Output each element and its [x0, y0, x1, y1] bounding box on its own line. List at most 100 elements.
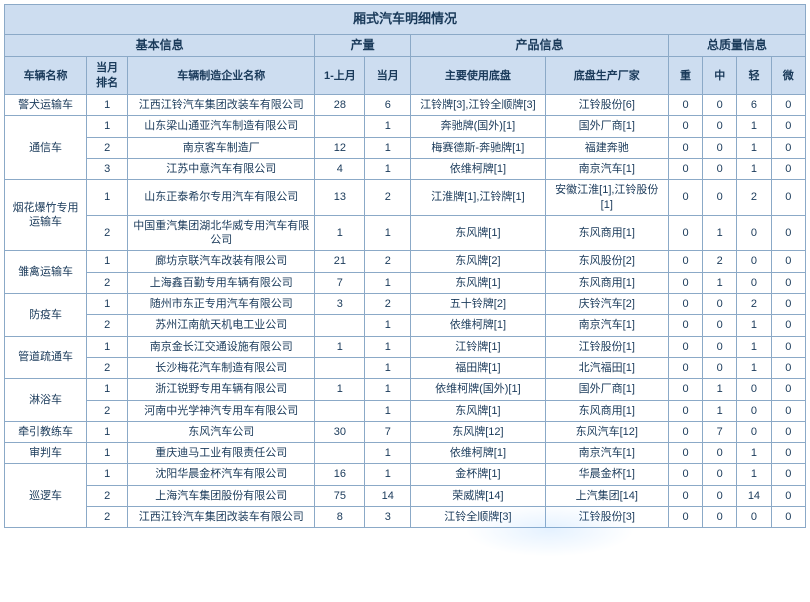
cell-chassis-mfr: 东风商用[1] — [545, 400, 668, 421]
hdr-mini: 微 — [771, 57, 805, 95]
cell-medium: 0 — [703, 507, 737, 528]
cell-chassis-mfr: 南京汽车[1] — [545, 443, 668, 464]
table-row: 2长沙梅花汽车制造有限公司1福田牌[1]北汽福田[1]0010 — [5, 357, 806, 378]
cell-mini: 0 — [771, 357, 805, 378]
cell-chassis: 荣威牌[14] — [411, 485, 546, 506]
cell-medium: 0 — [703, 357, 737, 378]
cell-heavy: 0 — [668, 137, 702, 158]
cell-heavy: 0 — [668, 294, 702, 315]
cell-heavy: 0 — [668, 251, 702, 272]
cell-vehicle-name: 通信车 — [5, 116, 87, 180]
cell-mini: 0 — [771, 251, 805, 272]
cell-mfr: 上海鑫百勤专用车辆有限公司 — [128, 272, 315, 293]
cell-heavy: 0 — [668, 485, 702, 506]
cell-heavy: 0 — [668, 421, 702, 442]
cell-heavy: 0 — [668, 336, 702, 357]
cell-heavy: 0 — [668, 400, 702, 421]
detail-table: 厢式汽车明细情况 基本信息 产量 产品信息 总质量信息 车辆名称 当月排名 车辆… — [4, 4, 806, 528]
cell-chassis-mfr: 南京汽车[1] — [545, 158, 668, 179]
cell-rank: 1 — [87, 336, 128, 357]
cell-chassis: 依维柯牌(国外)[1] — [411, 379, 546, 400]
cell-rank: 2 — [87, 315, 128, 336]
cell-light: 1 — [737, 443, 771, 464]
hdr-chassis-mfr: 底盘生产厂家 — [545, 57, 668, 95]
cell-chassis: 依维柯牌[1] — [411, 443, 546, 464]
cell-cur-month: 1 — [365, 116, 411, 137]
cell-heavy: 0 — [668, 443, 702, 464]
cell-heavy: 0 — [668, 379, 702, 400]
cell-chassis: 依维柯牌[1] — [411, 315, 546, 336]
cell-mfr: 廊坊京联汽车改装有限公司 — [128, 251, 315, 272]
cell-prev-month: 1 — [315, 215, 365, 251]
cell-vehicle-name: 防疫车 — [5, 294, 87, 337]
cell-prev-month: 75 — [315, 485, 365, 506]
cell-mfr: 山东梁山通亚汽车制造有限公司 — [128, 116, 315, 137]
cell-chassis: 江铃全顺牌[3] — [411, 507, 546, 528]
cell-light: 1 — [737, 137, 771, 158]
cell-light: 0 — [737, 507, 771, 528]
cell-medium: 2 — [703, 251, 737, 272]
cell-cur-month: 3 — [365, 507, 411, 528]
cell-chassis-mfr: 东风汽车[12] — [545, 421, 668, 442]
cell-chassis: 东风牌[1] — [411, 272, 546, 293]
cell-cur-month: 1 — [365, 379, 411, 400]
cell-chassis: 江铃牌[3],江铃全顺牌[3] — [411, 95, 546, 116]
cell-chassis: 东风牌[2] — [411, 251, 546, 272]
cell-light: 0 — [737, 251, 771, 272]
cell-rank: 1 — [87, 443, 128, 464]
cell-chassis-mfr: 国外厂商[1] — [545, 116, 668, 137]
cell-light: 1 — [737, 315, 771, 336]
cell-mini: 0 — [771, 421, 805, 442]
cell-mfr: 随州市东正专用汽车有限公司 — [128, 294, 315, 315]
group-quality: 总质量信息 — [668, 34, 805, 57]
cell-chassis: 依维柯牌[1] — [411, 158, 546, 179]
cell-chassis-mfr: 江铃股份[1] — [545, 336, 668, 357]
cell-prev-month: 7 — [315, 272, 365, 293]
cell-mini: 0 — [771, 294, 805, 315]
cell-light: 1 — [737, 116, 771, 137]
table-row: 淋浴车1浙江锐野专用车辆有限公司11依维柯牌(国外)[1]国外厂商[1]0100 — [5, 379, 806, 400]
hdr-heavy: 重 — [668, 57, 702, 95]
cell-cur-month: 2 — [365, 251, 411, 272]
cell-mfr: 浙江锐野专用车辆有限公司 — [128, 379, 315, 400]
cell-heavy: 0 — [668, 116, 702, 137]
cell-medium: 1 — [703, 215, 737, 251]
cell-mini: 0 — [771, 180, 805, 216]
cell-chassis: 东风牌[1] — [411, 400, 546, 421]
cell-mini: 0 — [771, 443, 805, 464]
cell-vehicle-name: 牵引教练车 — [5, 421, 87, 442]
cell-prev-month: 1 — [315, 336, 365, 357]
hdr-prev-month: 1-上月 — [315, 57, 365, 95]
cell-mfr: 南京客车制造厂 — [128, 137, 315, 158]
cell-mini: 0 — [771, 215, 805, 251]
cell-mini: 0 — [771, 379, 805, 400]
cell-chassis: 五十铃牌[2] — [411, 294, 546, 315]
cell-vehicle-name: 雏禽运输车 — [5, 251, 87, 294]
cell-chassis-mfr: 福建奔驰 — [545, 137, 668, 158]
cell-rank: 1 — [87, 421, 128, 442]
cell-mfr: 长沙梅花汽车制造有限公司 — [128, 357, 315, 378]
cell-chassis-mfr: 上汽集团[14] — [545, 485, 668, 506]
cell-medium: 0 — [703, 443, 737, 464]
cell-medium: 7 — [703, 421, 737, 442]
cell-prev-month: 13 — [315, 180, 365, 216]
cell-chassis: 东风牌[12] — [411, 421, 546, 442]
cell-prev-month: 21 — [315, 251, 365, 272]
cell-mini: 0 — [771, 400, 805, 421]
cell-prev-month — [315, 315, 365, 336]
cell-chassis: 江淮牌[1],江铃牌[1] — [411, 180, 546, 216]
cell-prev-month: 8 — [315, 507, 365, 528]
hdr-month-rank: 当月排名 — [87, 57, 128, 95]
cell-medium: 0 — [703, 180, 737, 216]
cell-rank: 2 — [87, 485, 128, 506]
cell-chassis: 江铃牌[1] — [411, 336, 546, 357]
cell-chassis-mfr: 东风商用[1] — [545, 272, 668, 293]
cell-rank: 2 — [87, 357, 128, 378]
cell-mini: 0 — [771, 485, 805, 506]
cell-cur-month: 14 — [365, 485, 411, 506]
table-row: 2河南中光学神汽专用车有限公司1东风牌[1]东风商用[1]0100 — [5, 400, 806, 421]
cell-heavy: 0 — [668, 315, 702, 336]
cell-chassis-mfr: 江铃股份[3] — [545, 507, 668, 528]
cell-mfr: 江苏中意汽车有限公司 — [128, 158, 315, 179]
cell-light: 6 — [737, 95, 771, 116]
